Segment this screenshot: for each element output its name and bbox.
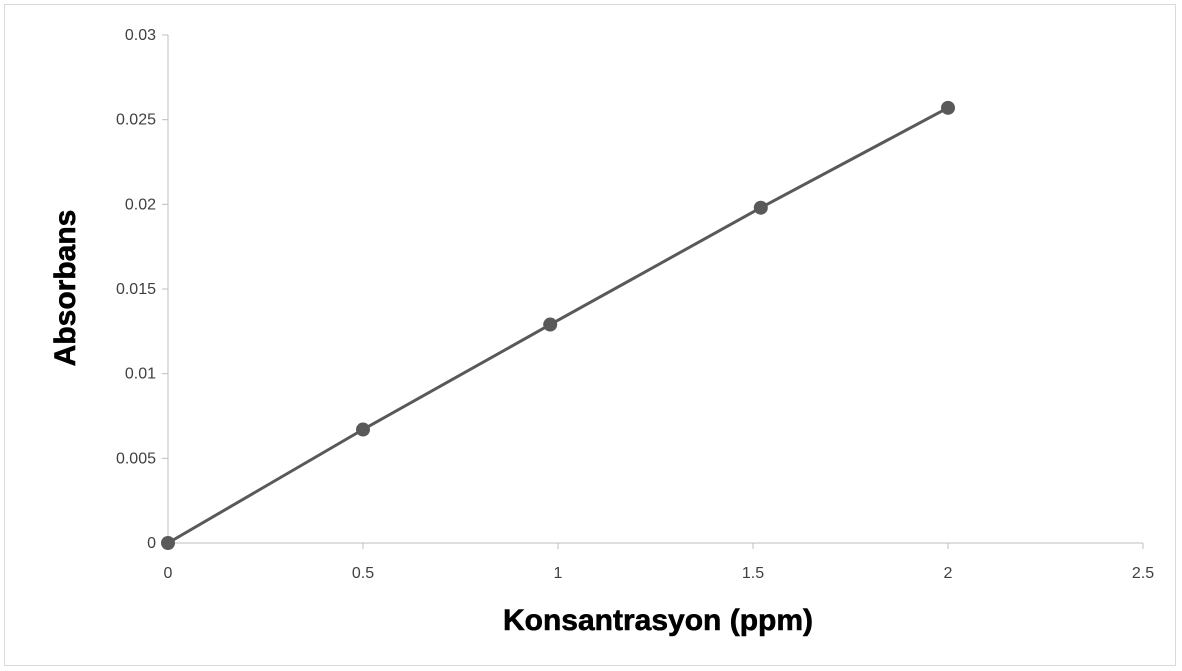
y-tick-label: 0.01 (125, 366, 156, 383)
x-tick-label: 0 (164, 565, 173, 582)
y-tick-label: 0 (147, 535, 156, 552)
x-tick-label: 1 (554, 565, 563, 582)
y-tick-label: 0.02 (125, 196, 156, 213)
data-point-marker (753, 200, 768, 215)
y-axis-title: Absorbans (49, 210, 82, 367)
x-tick-label: 1.5 (742, 565, 764, 582)
series-line (166, 106, 950, 545)
y-axis: 0 0.005 0.01 0.015 0.02 0.025 0.03 (116, 27, 169, 552)
data-point-marker (941, 100, 955, 115)
data-point-marker (161, 536, 175, 550)
x-axis-title: Konsantrasyon (ppm) (503, 604, 813, 637)
y-tick-label: 0.025 (116, 112, 156, 129)
chart-frame (4, 4, 1176, 666)
y-tick-label: 0.015 (116, 281, 156, 298)
x-tick-label: 2.5 (1132, 565, 1154, 582)
data-point-marker (356, 422, 370, 437)
x-tick-label: 0.5 (352, 565, 374, 582)
y-tick-label: 0.03 (125, 27, 156, 44)
series-layer (161, 100, 955, 550)
x-axis: 0 0.5 1 1.5 2 2.5 (164, 542, 1154, 582)
data-point-marker (543, 317, 558, 332)
x-tick-label: 2 (944, 565, 953, 582)
y-tick-label: 0.005 (116, 450, 156, 467)
